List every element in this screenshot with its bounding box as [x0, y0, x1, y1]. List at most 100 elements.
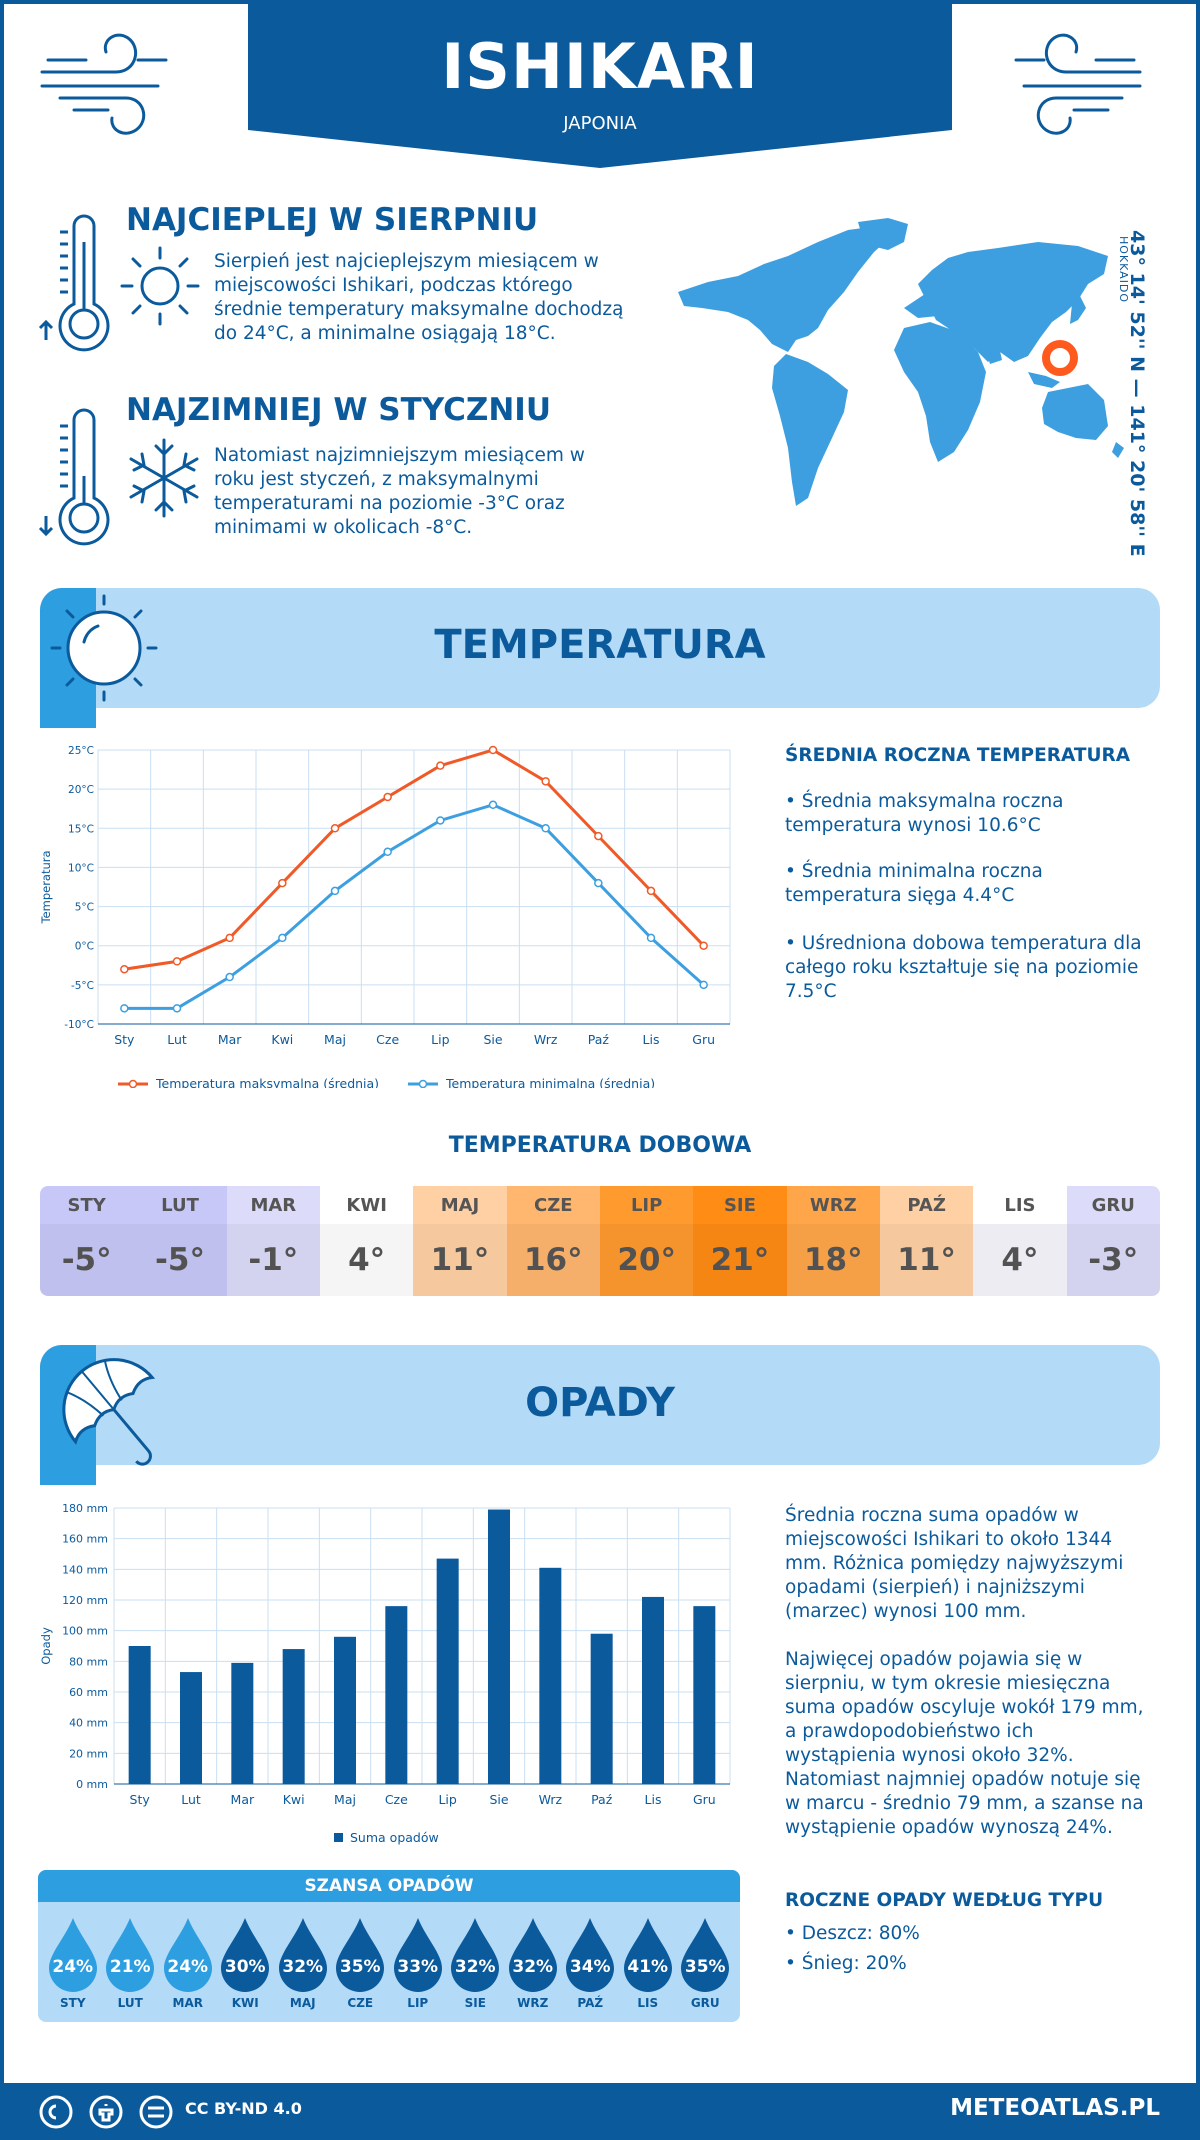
y-tick-label: 20°C	[68, 784, 94, 796]
daily-temp-value: 20°	[599, 1224, 694, 1296]
umbrella-icon	[40, 1345, 156, 1485]
daily-temp-value: 18°	[786, 1224, 880, 1296]
world-map	[678, 218, 1124, 506]
precip-chance-month: SIE	[464, 1996, 486, 2010]
x-tick-label: Lip	[438, 1792, 456, 1807]
data-point	[436, 761, 445, 770]
precip-chance-value: 24%	[52, 1957, 94, 1977]
bar	[642, 1596, 664, 1784]
y-tick-label: 160 mm	[62, 1533, 108, 1546]
x-tick-label: Sty	[130, 1792, 151, 1807]
bar	[590, 1633, 613, 1784]
y-tick-label: 15°C	[68, 823, 94, 835]
bar	[180, 1672, 202, 1784]
precip-type-rain: • Deszcz: 80%	[785, 1923, 920, 1944]
daily-temp-cell: STY -5°	[40, 1186, 134, 1296]
data-point	[383, 792, 392, 802]
y-tick-label: 5°C	[75, 902, 94, 914]
precip-chance-value: 30%	[224, 1957, 266, 1977]
data-point	[488, 800, 498, 810]
header-banner	[248, 0, 952, 168]
x-tick-label: Paź	[588, 1032, 610, 1047]
daily-temp-month: SIE	[693, 1186, 787, 1224]
precip-chance-item: 41% LIS	[619, 1902, 677, 2010]
precip-chance-month: GRU	[690, 1996, 720, 2010]
wind-icon	[1014, 33, 1142, 135]
daily-temp-cell: MAJ 11°	[413, 1186, 507, 1296]
data-point	[541, 824, 550, 833]
precip-chance-item: 32% MAJ	[274, 1902, 332, 2010]
precip-chance-month: LIP	[407, 1996, 429, 2010]
data-point	[225, 972, 234, 982]
thermometer-icon	[38, 408, 110, 546]
precip-details: Najwięcej opadów pojawia się w sierpniu,…	[785, 1649, 1144, 1838]
data-point	[594, 878, 603, 888]
y-tick-label: 40 mm	[69, 1717, 108, 1730]
daily-temp-month: MAR	[226, 1186, 320, 1224]
daily-temp-cell: CZE 16°	[506, 1186, 600, 1296]
daily-temperature-title: TEMPERATURA DOBOWA	[448, 1133, 752, 1158]
daily-temp-cell: MAR -1°	[226, 1186, 320, 1296]
precipitation-chart: 0 mm 20 mm 40 mm 60 mm 80 mm 100 mm 120 mm 140 …	[39, 1502, 731, 1845]
precip-title: OPADY	[525, 1380, 675, 1426]
bar	[693, 1606, 716, 1784]
precip-chance-item: 35% GRU	[677, 1902, 735, 2010]
y-tick-label: 100 mm	[62, 1625, 108, 1638]
y-tick-label: 60 mm	[69, 1686, 108, 1699]
precip-chance-item: 32% SIE	[447, 1902, 505, 2010]
bar	[231, 1662, 254, 1784]
raindrop-icon	[221, 1918, 270, 1992]
warmest-text: Sierpień jest najcieplejszym miesiącem w…	[214, 251, 624, 344]
y-tick-label: 80 mm	[69, 1655, 108, 1668]
y-axis-label: Temperatura	[39, 850, 53, 924]
daily-temp-cell: WRZ 18°	[786, 1186, 880, 1296]
thermometer-icon	[38, 214, 110, 352]
daily-temp-month: GRU	[1066, 1186, 1160, 1224]
y-tick-label: 25°C	[68, 745, 94, 757]
legend-label: Suma opadów	[350, 1830, 439, 1845]
precip-type-title: ROCZNE OPADY WEDŁUG TYPU	[785, 1890, 1104, 1911]
daily-temp-value: 11°	[413, 1224, 507, 1296]
data-point	[330, 886, 340, 896]
site-link[interactable]: METEOATLAS.PL	[950, 2095, 1160, 2121]
precip-chance-value: 35%	[684, 1957, 726, 1977]
raindrop-icon	[163, 1918, 212, 1992]
data-point	[330, 824, 340, 833]
legend-marker	[128, 1079, 138, 1088]
precip-chance-month: MAJ	[289, 1996, 316, 2010]
precip-chance-value: 35%	[339, 1957, 381, 1977]
precip-chance-month: PAŹ	[577, 1996, 604, 2010]
nd-icon	[139, 2095, 173, 2129]
legend-swatch	[334, 1833, 343, 1842]
snowflake-icon	[129, 438, 199, 518]
x-tick-label: Gru	[692, 1032, 715, 1047]
precip-chance-month: CZE	[347, 1996, 374, 2010]
x-tick-label: Paź	[591, 1792, 613, 1807]
data-point	[699, 980, 708, 990]
x-tick-label: Lip	[431, 1032, 449, 1047]
raindrop-icon	[451, 1918, 500, 1992]
raindrop-icon	[48, 1918, 97, 1992]
daily-temp-cell: LUT -5°	[133, 1186, 227, 1296]
series-line	[124, 748, 705, 971]
data-point	[120, 964, 129, 974]
legend-label: Temperatura maksymalna (średnia)	[155, 1076, 379, 1088]
raindrop-icon	[623, 1918, 672, 1992]
data-point	[436, 816, 445, 825]
daily-temp-value: 16°	[506, 1224, 600, 1296]
temperature-chart: -10°C -5°C 0°C 5°C 10°C 15°C 20°C 25°C Sty Lut Mar…	[39, 745, 731, 1088]
precip-chance-value: 34%	[569, 1957, 611, 1977]
x-tick-label: Sie	[483, 1032, 502, 1047]
daily-temp-cell: SIE 21°	[693, 1186, 787, 1296]
cc-icon	[39, 2095, 73, 2129]
data-point	[646, 933, 656, 943]
precip-chance-value: 32%	[454, 1957, 496, 1977]
sun-icon	[120, 246, 200, 326]
y-tick-label: -10°C	[64, 1019, 94, 1031]
precip-chance-item: 34% PAŹ	[562, 1902, 620, 2010]
daily-temp-month: CZE	[506, 1186, 600, 1224]
data-point	[172, 957, 182, 966]
daily-temp-value: 4°	[973, 1224, 1067, 1296]
y-tick-label: 20 mm	[69, 1747, 108, 1760]
city-title: ISHIKARI	[441, 30, 759, 103]
